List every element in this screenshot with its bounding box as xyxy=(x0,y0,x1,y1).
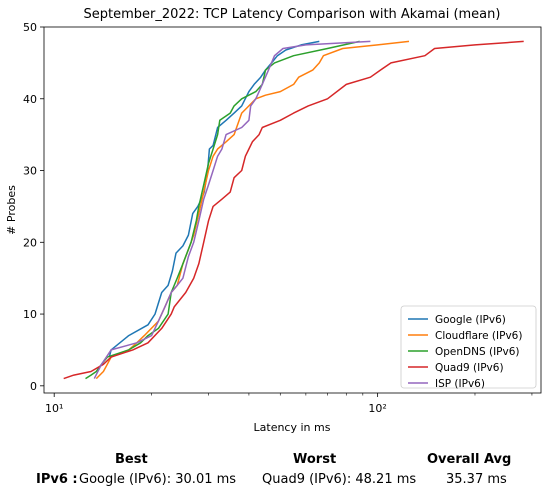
y-tick-label: 10 xyxy=(23,308,37,321)
series-line-opendns-ipv6 xyxy=(85,40,360,380)
legend: Google (IPv6) Cloudflare (IPv6) OpenDNS (I… xyxy=(400,305,537,390)
series-line-isp-ipv6 xyxy=(93,40,371,379)
best-value: Google (IPv6): 30.01 ms xyxy=(79,472,237,487)
legend-entry: Cloudflare (IPv6) xyxy=(435,330,522,342)
plot-area xyxy=(43,26,542,394)
ipv6-row-label: IPv6 : xyxy=(36,472,78,487)
y-tick-label: 30 xyxy=(23,165,37,178)
x-axis-label: Latency in ms xyxy=(254,421,331,434)
y-tick-label: 20 xyxy=(23,236,37,249)
y-axis-label: # Probes xyxy=(5,185,18,235)
worst-value: Quad9 (IPv6): 48.21 ms xyxy=(262,472,417,487)
x-tick-label: 10¹ xyxy=(45,402,63,415)
overall-avg-header: Overall Avg xyxy=(427,452,512,467)
series-line-cloudflare-ipv6 xyxy=(95,40,410,380)
legend-box xyxy=(400,305,537,389)
legend-entry: ISP (IPv6) xyxy=(435,378,485,390)
y-tick-label: 50 xyxy=(23,21,37,34)
overall-avg-value: 35.37 ms xyxy=(446,472,507,487)
series-line-quad9-ipv6 xyxy=(63,40,524,380)
legend-entry: OpenDNS (IPv6) xyxy=(435,346,520,358)
y-tick-label: 0 xyxy=(30,380,37,393)
y-tick-label: 40 xyxy=(23,93,37,106)
legend-entry: Quad9 (IPv6) xyxy=(435,362,504,374)
chart-title: September_2022: TCP Latency Comparison w… xyxy=(84,7,501,22)
best-header: Best xyxy=(115,452,148,467)
series-line-google-ipv6 xyxy=(108,40,320,358)
latency-chart: September_2022: TCP Latency Comparison w… xyxy=(5,7,542,434)
legend-entry: Google (IPv6) xyxy=(435,314,506,326)
summary-stats: Best Worst Overall Avg IPv6 : Google (IP… xyxy=(0,452,548,496)
worst-header: Worst xyxy=(293,452,337,467)
x-tick-label: 10² xyxy=(368,402,386,415)
